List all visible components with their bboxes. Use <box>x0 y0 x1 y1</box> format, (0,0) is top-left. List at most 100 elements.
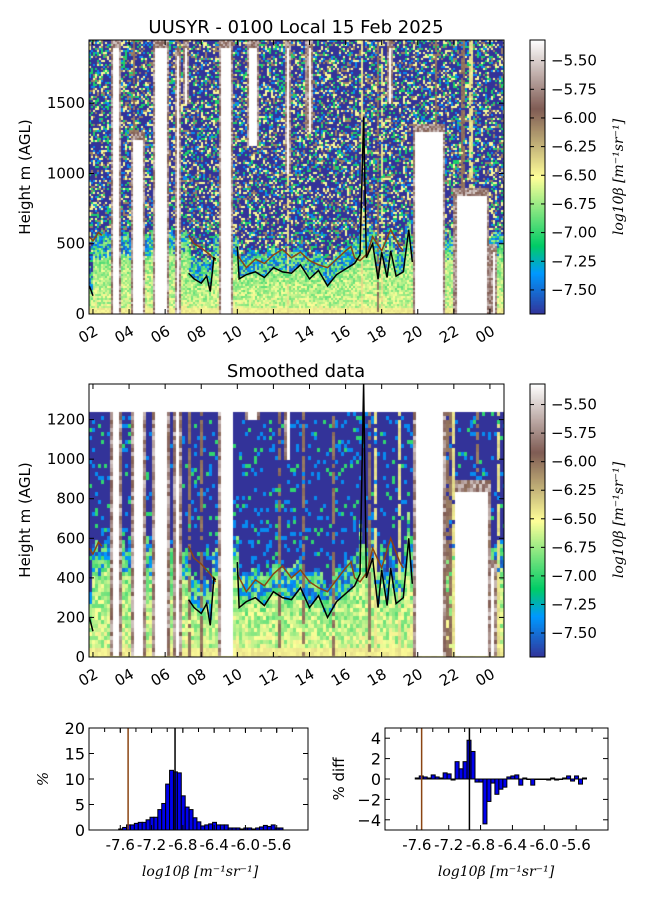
histogram-bar <box>530 778 536 786</box>
chart-title-raw: UUSYR - 0100 Local 15 Feb 2025 <box>148 17 443 38</box>
histogram-bar <box>462 761 468 780</box>
x-tick-label: 22 <box>436 665 462 690</box>
histogram-bar <box>482 778 488 825</box>
boundary-layer-line-brown <box>88 231 103 243</box>
histogram-bar <box>422 776 428 780</box>
boundary-layer-line-brown <box>187 545 217 583</box>
boundary-layer-line-brown <box>187 234 217 262</box>
histogram-bar <box>502 778 508 788</box>
colorbar-tick-label: −6.00 <box>551 109 597 127</box>
y-tick-label: 200 <box>56 608 85 626</box>
boundary-layer-line-brown <box>88 540 103 556</box>
x-tick-label: 04 <box>112 322 138 347</box>
boundary-layer-line-black <box>88 285 94 296</box>
y-tick-label: 4 <box>371 729 381 748</box>
x-tick-label: 06 <box>148 322 174 347</box>
histogram-bar <box>192 817 198 831</box>
boundary-layer-line-brown <box>236 227 404 269</box>
histogram-bar <box>141 821 147 831</box>
histogram-bar <box>514 774 520 780</box>
colorbar-tick-label: −7.25 <box>551 595 597 613</box>
boundary-layer-line-black <box>236 117 414 288</box>
histogram-bar <box>176 772 182 831</box>
y-tick-label: 10 <box>65 770 85 789</box>
y-tick-label: 800 <box>56 490 85 508</box>
histogram-bar <box>438 777 444 780</box>
histogram-bar <box>582 777 587 780</box>
histogram-bar <box>426 777 432 780</box>
x-tick-label: -6.0 <box>231 836 260 854</box>
y-tick-label: −4 <box>357 811 381 830</box>
colorbar-tick-label: −6.25 <box>551 138 597 156</box>
histogram-bar <box>486 778 492 802</box>
histogram-bar <box>270 824 276 831</box>
x-tick-label: 20 <box>400 322 426 347</box>
histogram-bar <box>414 777 420 780</box>
colorbar-tick-label: −5.75 <box>551 80 597 98</box>
y-axis-label-diff: % diff <box>330 757 348 801</box>
y-tick-label: 1000 <box>47 450 85 468</box>
histogram-bar <box>510 775 516 780</box>
histogram-bar <box>145 819 151 831</box>
y-tick-label: 0 <box>75 305 85 323</box>
x-tick-label: 14 <box>292 665 318 690</box>
colorbar-frame <box>529 383 546 658</box>
colorbar-tick-label: −6.25 <box>551 481 597 499</box>
colorbar-tick-label: −6.50 <box>551 510 597 528</box>
x-tick-label: 00 <box>472 322 498 347</box>
histogram-bar <box>196 821 202 831</box>
x-tick-label: 02 <box>75 322 101 347</box>
x-tick-label: 22 <box>436 322 462 347</box>
plot-frame <box>88 383 505 658</box>
histogram-bar <box>133 822 139 831</box>
x-tick-label: 18 <box>364 665 390 690</box>
boundary-layer-line-black <box>236 383 414 620</box>
colorbar-tick-label: −7.50 <box>551 281 597 299</box>
x-tick-label: 04 <box>112 665 138 690</box>
y-axis-label-smoothed: Height m (AGL) <box>16 462 34 577</box>
y-tick-label: 0 <box>75 821 85 840</box>
x-tick-label: -5.6 <box>562 836 591 854</box>
x-axis-label-diff: log10β [m⁻¹sr⁻¹] <box>438 864 555 880</box>
colorbar-frame <box>529 39 546 315</box>
x-tick-label: 08 <box>184 665 210 690</box>
y-tick-label: 20 <box>65 719 85 738</box>
backscatter-heatmap-smoothed <box>89 384 504 657</box>
x-tick-label: 06 <box>148 665 174 690</box>
x-tick-label: 08 <box>184 322 210 347</box>
boundary-layer-line-black <box>88 617 94 632</box>
histogram-bar <box>180 795 186 831</box>
x-tick-label: 12 <box>256 322 282 347</box>
histogram-bar <box>534 778 540 780</box>
y-tick-label: 5 <box>75 796 85 815</box>
histogram-bar <box>450 778 456 781</box>
colorbar-tick-label: −6.50 <box>551 166 597 184</box>
y-tick-label: −2 <box>357 790 381 809</box>
x-tick-label: -5.6 <box>262 836 291 854</box>
chart-title-smoothed: Smoothed data <box>227 361 365 382</box>
histogram-bar <box>129 824 135 831</box>
x-tick-label: 18 <box>364 322 390 347</box>
x-tick-label: 00 <box>472 665 498 690</box>
y-axis-label-hist: % <box>34 772 52 786</box>
x-tick-label: 10 <box>220 322 246 347</box>
colorbar-tick-label: −5.75 <box>551 424 597 442</box>
histogram-bar <box>522 777 528 780</box>
colorbar-tick-label: −5.50 <box>551 52 597 70</box>
colorbar-tick-label: −6.75 <box>551 538 597 556</box>
histogram-bar <box>262 824 268 831</box>
histogram-bar <box>204 824 210 831</box>
histogram-bar <box>494 778 500 795</box>
histogram-bar <box>506 776 512 780</box>
plot-frame <box>88 39 505 315</box>
y-tick-label: 2 <box>371 750 381 769</box>
colorbar-tick-label: −6.75 <box>551 195 597 213</box>
histogram-bar <box>223 824 229 831</box>
histogram-bar <box>538 778 544 780</box>
y-tick-label: 1000 <box>47 164 85 182</box>
histogram-bar <box>200 825 206 831</box>
x-tick-label: 16 <box>328 665 354 690</box>
histogram-bar <box>430 774 436 780</box>
histogram-bar <box>562 777 568 780</box>
